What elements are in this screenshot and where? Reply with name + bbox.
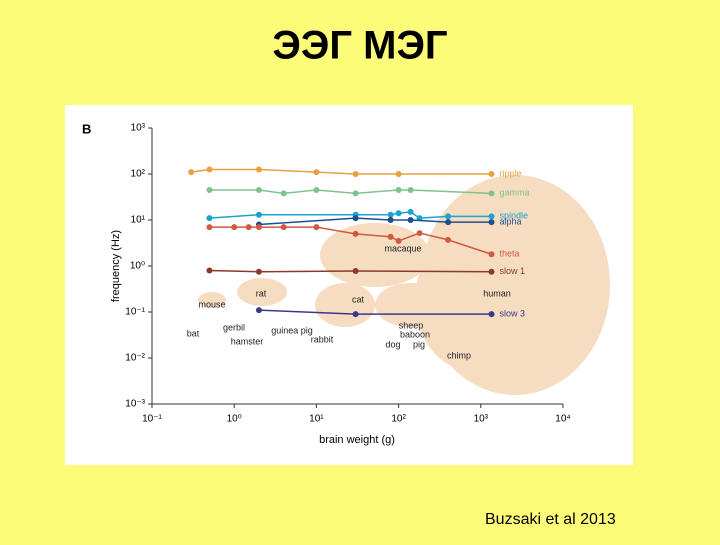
rat-brain	[237, 278, 287, 306]
series-label: ripple	[500, 168, 522, 178]
series-label: theta	[500, 249, 520, 259]
cat-brain	[315, 283, 375, 327]
data-point	[206, 215, 213, 222]
data-point	[313, 224, 320, 231]
data-point	[445, 219, 452, 226]
animal-label: hamster	[231, 336, 264, 346]
data-point	[387, 211, 394, 218]
animal-label: rabbit	[311, 334, 334, 344]
data-point	[352, 171, 359, 177]
data-point	[407, 186, 414, 193]
data-point	[255, 307, 262, 314]
y-tick-label: 10⁻²	[125, 353, 145, 364]
data-point	[255, 224, 262, 231]
data-point	[206, 267, 213, 274]
data-point	[206, 224, 213, 231]
animal-label: bat	[187, 328, 200, 338]
y-tick-label: 10³	[131, 123, 146, 134]
data-point	[352, 267, 359, 274]
data-point	[488, 311, 495, 318]
data-point	[352, 230, 359, 237]
animal-label: sheep	[399, 320, 424, 330]
x-tick-label: 10²	[391, 414, 406, 425]
mouse-brain	[198, 292, 226, 308]
data-point	[255, 211, 262, 218]
animal-label: rat	[256, 288, 267, 298]
data-point	[352, 190, 359, 197]
x-tick-label: 10⁰	[227, 414, 242, 425]
panel-label: B	[82, 121, 91, 136]
x-axis-label: brain weight (g)	[319, 434, 395, 446]
data-point	[488, 190, 495, 197]
data-point	[416, 230, 423, 237]
x-tick-label: 10⁻¹	[142, 414, 162, 425]
data-point	[255, 186, 262, 193]
data-point	[395, 237, 402, 244]
series-label: spindle	[500, 211, 529, 221]
data-point	[188, 169, 195, 176]
data-point	[395, 171, 402, 177]
data-point	[352, 215, 359, 222]
y-tick-label: 10¹	[131, 215, 146, 226]
macaque-brain	[320, 223, 430, 287]
data-point	[280, 190, 287, 197]
data-point	[255, 166, 262, 173]
data-point	[206, 166, 213, 173]
chimp-brain	[415, 230, 525, 370]
y-tick-label: 10²	[131, 169, 146, 180]
data-point	[416, 215, 423, 222]
animal-label: baboon	[400, 329, 430, 339]
data-point	[395, 186, 402, 193]
animal-label: cat	[352, 294, 365, 304]
data-point	[407, 217, 414, 223]
data-point	[313, 186, 320, 193]
animal-label: guinea pig	[271, 325, 313, 335]
animal-label: human	[483, 288, 511, 298]
series-label: alpha	[500, 216, 522, 226]
series-line	[209, 269, 492, 273]
series-label: slow 3	[500, 308, 526, 318]
data-point	[280, 224, 287, 231]
data-point	[488, 213, 495, 220]
data-point	[488, 251, 495, 258]
y-axis-label: frequency (Hz)	[110, 230, 122, 302]
animal-label: macaque	[384, 243, 421, 253]
x-tick-label: 10⁴	[555, 414, 570, 425]
animal-label: mouse	[198, 299, 225, 309]
animal-label: dog	[385, 339, 400, 349]
series-label: gamma	[500, 188, 530, 198]
data-point	[387, 233, 394, 240]
data-point	[387, 217, 394, 223]
y-tick-label: 10⁻³	[125, 399, 145, 410]
data-point	[488, 219, 495, 226]
animal-label: gerbil	[223, 322, 245, 332]
data-point	[255, 268, 262, 275]
y-tick-label: 10⁻¹	[125, 307, 145, 318]
brain-silhouettes	[198, 175, 610, 395]
data-point	[395, 210, 402, 217]
data-point	[488, 268, 495, 275]
data-point	[407, 208, 414, 215]
animal-label: pig	[413, 339, 425, 349]
data-point	[445, 236, 452, 243]
x-tick-label: 10¹	[309, 414, 324, 425]
data-point	[231, 224, 238, 231]
x-tick-label: 10³	[474, 414, 489, 425]
animal-label: chimp	[447, 350, 471, 360]
sheep-brain	[375, 283, 445, 327]
y-tick-label: 10⁰	[130, 261, 145, 272]
series-label: slow 1	[500, 266, 526, 276]
data-point	[445, 213, 452, 220]
data-point	[488, 171, 495, 177]
data-point	[206, 186, 213, 193]
data-point	[313, 169, 320, 176]
series-line	[258, 217, 492, 226]
data-point	[245, 224, 252, 231]
citation: Buzsaki et al 2013	[485, 511, 616, 528]
slide-title: ЭЭГ МЭГ	[272, 24, 447, 68]
data-point	[352, 311, 359, 318]
